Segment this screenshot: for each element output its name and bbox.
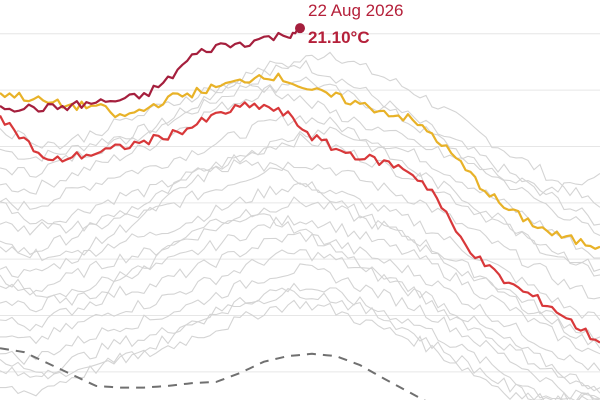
- past-year-line-18: [0, 78, 600, 197]
- current-year-line: [0, 27, 301, 113]
- past-year-line-10: [0, 249, 600, 392]
- past-year-lines: [0, 51, 600, 400]
- highlighted-lines: [0, 27, 600, 400]
- past-year-line-9: [0, 231, 600, 372]
- second-year-line: [0, 101, 600, 344]
- past-year-line-6: [0, 180, 600, 321]
- past-year-line-5: [0, 161, 600, 300]
- current-value-marker: [295, 23, 305, 34]
- past-year-line-17: [0, 287, 600, 400]
- past-year-line-14: [0, 208, 600, 394]
- past-year-line-4: [0, 132, 600, 277]
- past-year-line-7: [0, 196, 600, 341]
- past-year-line-15: [0, 158, 600, 349]
- average-line: [0, 347, 426, 400]
- past-year-line-0: [0, 51, 600, 208]
- past-year-line-3: [0, 114, 600, 259]
- past-year-line-8: [0, 214, 600, 355]
- record-year-line: [0, 72, 600, 250]
- past-year-line-16: [0, 126, 600, 272]
- annotation-value: 21.10°C: [308, 28, 370, 47]
- past-year-line-1: [0, 59, 600, 226]
- annotation-date: 22 Aug 2026: [308, 1, 403, 20]
- past-year-line-2: [0, 76, 600, 236]
- past-year-line-11: [0, 263, 600, 400]
- past-year-line-12: [0, 282, 600, 400]
- past-year-line-13: [0, 299, 600, 400]
- current-value-annotation: 22 Aug 2026 21.10°C: [295, 1, 403, 47]
